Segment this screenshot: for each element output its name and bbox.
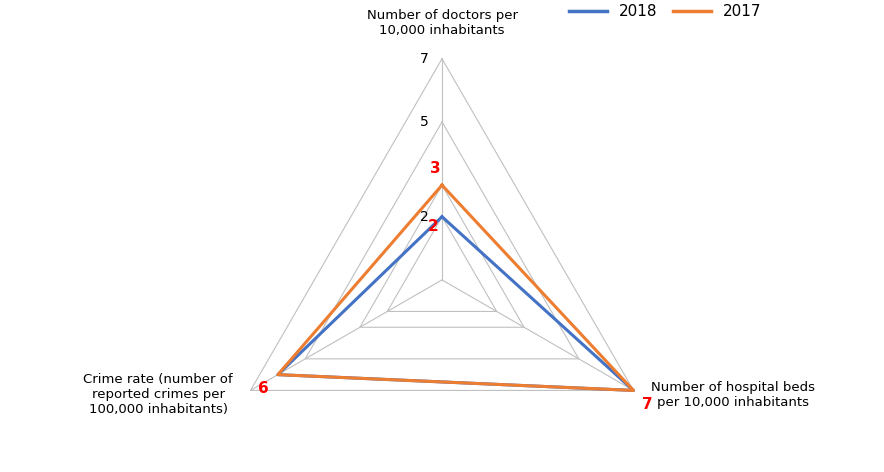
Text: 2: 2 [420, 210, 429, 224]
Text: Crime rate (number of
reported crimes per
100,000 inhabitants): Crime rate (number of reported crimes pe… [83, 373, 232, 416]
Text: 7: 7 [643, 397, 653, 412]
Text: Number of doctors per
10,000 inhabitants: Number of doctors per 10,000 inhabitants [367, 8, 517, 37]
Text: 7: 7 [420, 52, 429, 66]
Legend: 2018, 2017: 2018, 2017 [562, 0, 768, 25]
Text: 2: 2 [428, 219, 438, 234]
Text: 6: 6 [258, 381, 269, 396]
Text: 5: 5 [420, 115, 429, 129]
Text: 3: 3 [430, 161, 441, 176]
Text: Number of hospital beds
per 10,000 inhabitants: Number of hospital beds per 10,000 inhab… [652, 381, 815, 409]
